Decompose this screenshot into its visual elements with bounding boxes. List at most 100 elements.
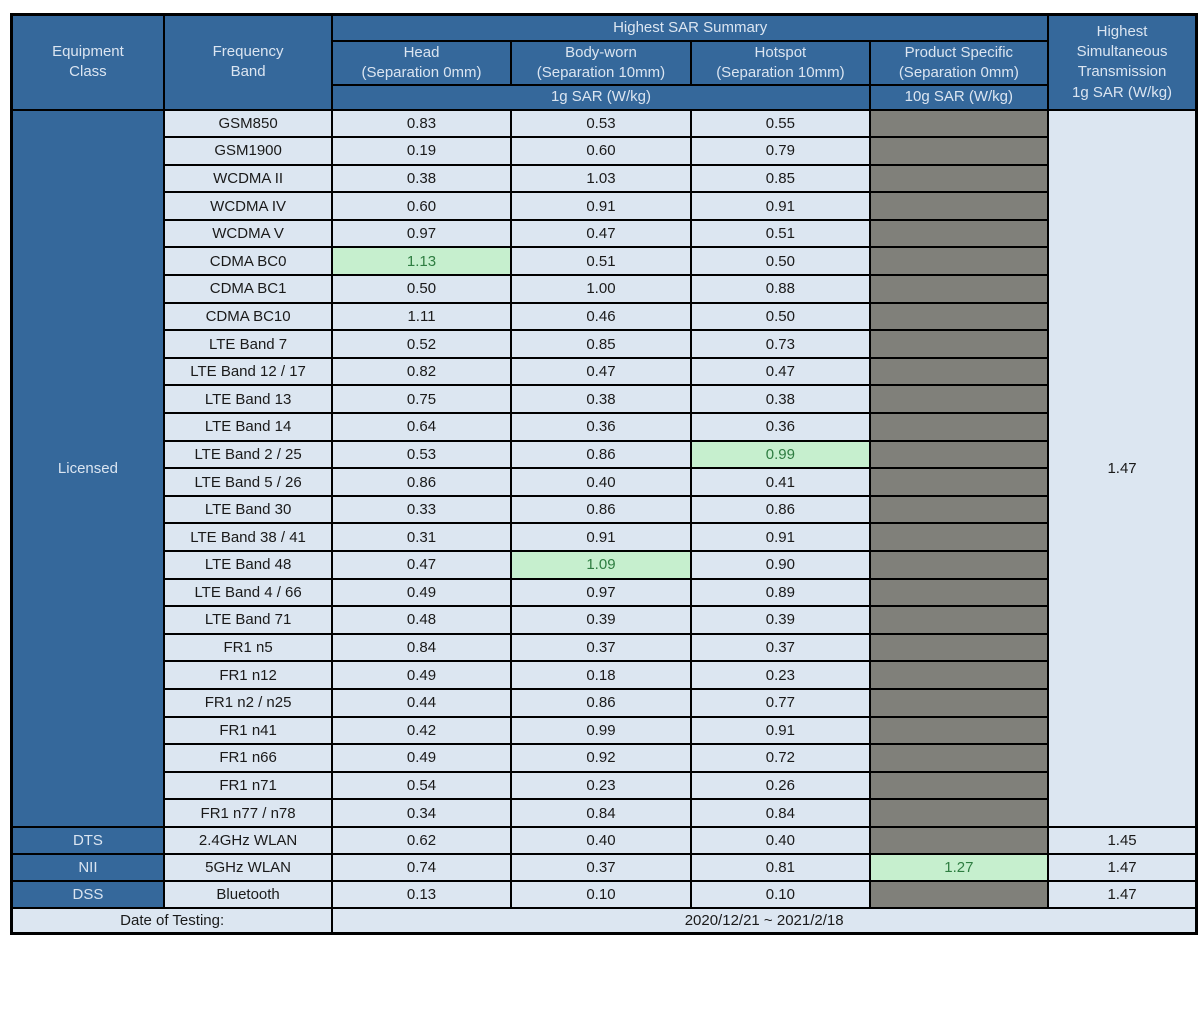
frequency-band-cell: GSM1900: [162, 136, 334, 166]
frequency-band-cell: GSM850: [162, 108, 334, 139]
product-specific-sar-cell: [868, 136, 1050, 166]
frequency-band-cell: CDMA BC0: [162, 246, 334, 277]
table-row: LTE Band 30 0.33 0.86 0.86: [12, 494, 1197, 525]
head-sar-cell: 1.11: [331, 301, 512, 332]
frequency-band-cell: CDMA BC1: [162, 274, 334, 304]
hotspot-sar-cell: 0.39: [690, 605, 871, 635]
bodyworn-sar-cell: 0.40: [509, 467, 693, 497]
table-row: CDMA BC1 0.50 1.00 0.88: [12, 274, 1197, 304]
head-sar-cell: 0.75: [331, 384, 512, 415]
table-row: LTE Band 38 / 41 0.31 0.91 0.91: [12, 522, 1197, 552]
bodyworn-sar-cell: 0.86: [509, 494, 693, 525]
product-specific-sar-cell: [868, 798, 1050, 828]
equipment-class-header: Equipment Class: [10, 13, 165, 111]
product-specific-sar-cell: [868, 218, 1050, 249]
hotspot-sar-cell: 0.86: [690, 494, 871, 525]
bodyworn-sar-cell: 0.86: [509, 687, 693, 718]
head-sar-cell: 0.52: [331, 329, 512, 359]
head-sar-cell: 0.33: [331, 494, 512, 525]
hotspot-sar-cell: 0.40: [690, 825, 871, 855]
table-row: LTE Band 48 0.47 1.09 0.90: [12, 550, 1197, 580]
frequency-band-cell: FR1 n2 / n25: [162, 687, 334, 718]
hotspot-sar-cell: 0.85: [690, 163, 871, 194]
bodyworn-sar-cell: 0.36: [509, 412, 693, 442]
head-sar-cell: 0.53: [331, 439, 512, 470]
frequency-band-cell: LTE Band 2 / 25: [162, 439, 334, 470]
product-specific-sar-cell: [868, 356, 1050, 387]
product-specific-sar-cell: [868, 163, 1050, 194]
frequency-band-header: Frequency Band: [162, 13, 334, 111]
table-row: Licensed GSM850 0.83 0.53 0.55 1.47: [10, 108, 1198, 828]
product-specific-sar-cell: [868, 108, 1050, 139]
frequency-band-cell: FR1 n12: [162, 660, 334, 690]
hotspot-sar-cell: 0.50: [690, 301, 871, 332]
hotspot-sar-cell: 0.41: [690, 467, 871, 497]
frequency-band-cell: LTE Band 71: [162, 605, 334, 635]
head-sar-cell: 0.82: [331, 356, 512, 387]
head-sar-cell: 0.48: [331, 605, 512, 635]
bodyworn-sar-cell: 0.84: [509, 798, 693, 828]
product-specific-sar-cell: [868, 715, 1050, 746]
equipment-class-cell: NII: [10, 852, 165, 882]
bodyworn-sar-cell: 0.99: [509, 715, 693, 746]
bodyworn-sar-cell: 0.53: [509, 108, 693, 139]
head-sar-cell: 0.62: [331, 825, 512, 855]
table-row: CDMA BC10 1.11 0.46 0.50: [12, 301, 1197, 332]
table-row: LTE Band 13 0.75 0.38 0.38: [12, 384, 1197, 415]
bodyworn-sar-cell: 0.46: [509, 301, 693, 332]
product-specific-sar-cell: [868, 274, 1050, 304]
product-specific-sar-cell: [868, 329, 1050, 359]
sar-report-page: Equipment Class Frequency Band Highest S…: [10, 13, 1198, 936]
bodyworn-sar-cell: 0.47: [509, 356, 693, 387]
table-row: DSS Bluetooth 0.13 0.10 0.10 1.47: [10, 879, 1198, 909]
table-row: LTE Band 2 / 25 0.53 0.86 0.99: [12, 439, 1197, 470]
product-specific-sar-cell: [868, 550, 1050, 580]
table-row: FR1 n71 0.54 0.23 0.26: [12, 770, 1197, 801]
date-of-testing-label: Date of Testing:: [10, 906, 334, 935]
hotspot-sar-cell: 0.23: [690, 660, 871, 690]
head-sar-cell: 1.13: [331, 246, 512, 277]
hotspot-sar-cell: 0.90: [690, 550, 871, 580]
table-row: GSM1900 0.19 0.60 0.79: [12, 136, 1197, 166]
head-sar-cell: 0.31: [331, 522, 512, 552]
simultaneous-sar-cell: 1.45: [1047, 825, 1198, 855]
table-row: FR1 n5 0.84 0.37 0.37: [12, 632, 1197, 663]
bodyworn-sar-cell: 0.51: [509, 246, 693, 277]
frequency-band-cell: 2.4GHz WLAN: [162, 825, 334, 855]
bodyworn-sar-cell: 0.91: [509, 191, 693, 221]
frequency-band-cell: FR1 n5: [162, 632, 334, 663]
frequency-band-cell: WCDMA IV: [162, 191, 334, 221]
frequency-band-cell: Bluetooth: [162, 879, 334, 909]
table-row: FR1 n77 / n78 0.34 0.84 0.84: [12, 798, 1197, 828]
hotspot-sar-cell: 0.91: [690, 715, 871, 746]
hotspot-column-header: Hotspot (Separation 10mm): [690, 39, 871, 86]
product-specific-sar-cell: [868, 494, 1050, 525]
hotspot-sar-cell: 0.37: [690, 632, 871, 663]
sar-10g-header: 10g SAR (W/kg): [868, 83, 1050, 111]
hotspot-sar-cell: 0.79: [690, 136, 871, 166]
frequency-band-cell: FR1 n66: [162, 743, 334, 773]
table-row: WCDMA V 0.97 0.47 0.51: [12, 218, 1197, 249]
header-row-2: Head (Separation 0mm) Body-worn (Separat…: [12, 39, 1197, 86]
product-specific-sar-cell: [868, 632, 1050, 663]
product-specific-sar-cell: [868, 577, 1050, 608]
product-specific-column-header: Product Specific (Separation 0mm): [868, 39, 1050, 86]
frequency-band-cell: LTE Band 7: [162, 329, 334, 359]
head-sar-cell: 0.49: [331, 743, 512, 773]
hotspot-sar-cell: 0.50: [690, 246, 871, 277]
bodyworn-sar-cell: 0.86: [509, 439, 693, 470]
head-sar-cell: 0.44: [331, 687, 512, 718]
hotspot-sar-cell: 0.91: [690, 191, 871, 221]
frequency-band-cell: 5GHz WLAN: [162, 852, 334, 882]
bodyworn-sar-cell: 0.18: [509, 660, 693, 690]
table-row: FR1 n2 / n25 0.44 0.86 0.77: [12, 687, 1197, 718]
head-sar-cell: 0.54: [331, 770, 512, 801]
frequency-band-cell: LTE Band 12 / 17: [162, 356, 334, 387]
date-of-testing-value: 2020/12/21 ~ 2021/2/18: [331, 906, 1198, 935]
head-sar-cell: 0.74: [331, 852, 512, 882]
table-row: FR1 n12 0.49 0.18 0.23: [12, 660, 1197, 690]
table-row: FR1 n41 0.42 0.99 0.91: [12, 715, 1197, 746]
table-row: LTE Band 7 0.52 0.85 0.73: [12, 329, 1197, 359]
product-specific-sar-cell: [868, 522, 1050, 552]
frequency-band-cell: LTE Band 30: [162, 494, 334, 525]
